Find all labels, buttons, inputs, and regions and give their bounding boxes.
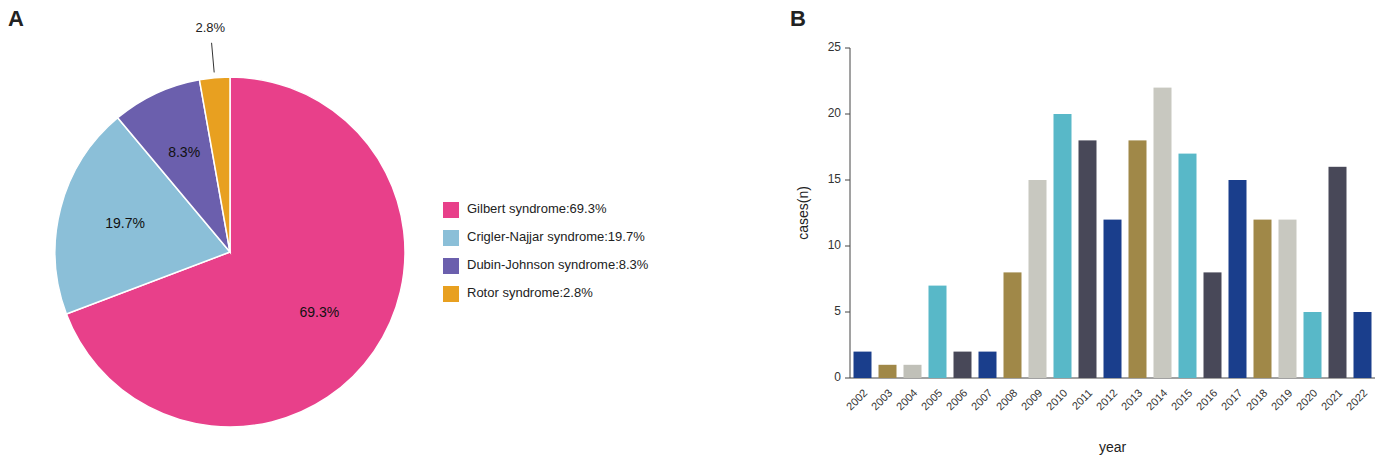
x-tick-label: 2004 [894,387,920,413]
bar [1129,140,1147,378]
bar [1304,312,1322,378]
y-tick [845,312,850,313]
legend-entry: Crigler-Najjar syndrome:19.7% [467,229,645,244]
pie-panel: A 69.3% 19.7% 8.3% 2.8% Gilbert syndrome:69.3… [8,6,649,427]
x-tick-label: 2018 [1244,387,1270,413]
bar [1229,180,1247,378]
y-tick-label: 15 [828,172,842,186]
data-label: 2.8% [196,20,226,35]
panel-label: A [8,6,24,31]
x-tick-label: 2006 [944,387,970,413]
bar [1104,220,1122,378]
data-label: 69.3% [299,304,339,320]
legend: Gilbert syndrome:69.3% Crigler-Najjar syn… [443,201,649,302]
pie-labels: 69.3% 19.7% 8.3% 2.8% [105,20,339,320]
y-tick-label: 25 [828,40,842,54]
x-tick-label: 2002 [844,387,870,413]
x-tick-label: 2012 [1094,387,1120,413]
y-axis-line [850,48,851,378]
x-tick-label: 2011 [1069,387,1094,412]
data-label: 19.7% [105,215,145,231]
bar [1079,140,1097,378]
legend-swatch [443,230,459,246]
bar [1179,154,1197,378]
y-tick [845,48,850,49]
chart-root: A 69.3% 19.7% 8.3% 2.8% Gilbert syndrome:69.3… [0,0,1393,464]
bar [1254,220,1272,378]
y-tick [845,378,850,379]
chart-svg: A 69.3% 19.7% 8.3% 2.8% Gilbert syndrome:69.3… [0,0,1393,464]
x-tick-label: 2022 [1344,387,1370,413]
bar [1154,88,1172,378]
y-tick [845,180,850,181]
x-axis-label: year [1099,439,1127,455]
bar [904,365,922,378]
y-tick-label: 10 [828,238,842,252]
y-tick-label: 0 [834,370,841,384]
leader-line [212,43,215,73]
x-tick-label: 2007 [969,387,995,413]
bar [854,352,872,378]
legend-swatch [443,258,459,274]
x-tick-label: 2005 [919,387,945,413]
bar [1054,114,1072,378]
x-tick-label: 2021 [1319,387,1345,413]
x-tick-label: 2013 [1119,387,1145,413]
bar [1329,167,1347,378]
x-tick-label: 2020 [1294,387,1320,413]
bar [954,352,972,378]
y-tick [845,246,850,247]
legend-entry: Rotor syndrome:2.8% [467,285,593,300]
legend-swatch [443,202,459,218]
y-axis-label: cases(n) [795,186,811,240]
x-axis: 2002200320042005200620072008200920102011… [844,387,1370,413]
pie-slices [55,77,405,427]
x-tick-label: 2014 [1144,387,1170,413]
legend-entry: Gilbert syndrome:69.3% [467,201,607,216]
x-tick-label: 2003 [869,387,895,413]
x-tick-label: 2015 [1169,387,1195,413]
data-label: 8.3% [168,144,200,160]
y-tick-label: 5 [834,304,841,318]
bar [1004,272,1022,378]
legend-entry: Dubin-Johnson syndrome:8.3% [467,257,649,272]
pie-slice [199,77,230,252]
legend-swatch [443,286,459,302]
bar [1029,180,1047,378]
x-tick-label: 2017 [1219,387,1245,413]
x-tick-label: 2008 [994,387,1020,413]
bar [929,286,947,378]
y-axis: 0 5 10 15 20 25 [828,40,850,384]
bar [1279,220,1297,378]
x-tick-label: 2009 [1019,387,1045,413]
bar [879,365,897,378]
bar [1204,272,1222,378]
panel-label: B [790,6,806,31]
bar [1354,312,1372,378]
x-tick-label: 2016 [1194,387,1220,413]
x-tick-label: 2010 [1044,387,1070,413]
y-tick [845,114,850,115]
bar [979,352,997,378]
y-tick-label: 20 [828,106,842,120]
bars [854,88,1372,378]
x-tick-label: 2019 [1269,387,1295,413]
bar-panel: B051015202520022003200420052006200720082… [790,6,1375,455]
